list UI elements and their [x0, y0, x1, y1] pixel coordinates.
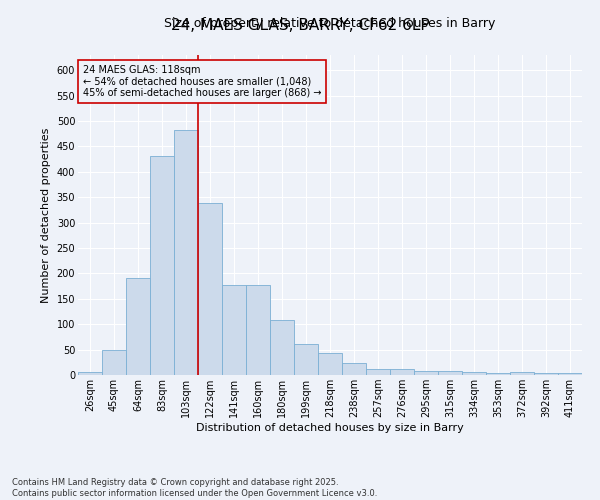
Text: 24, MAES GLAS, BARRY, CF62 6LP: 24, MAES GLAS, BARRY, CF62 6LP — [170, 18, 430, 32]
Bar — [462, 372, 486, 375]
Bar — [102, 350, 126, 375]
Bar — [174, 130, 198, 375]
Bar — [294, 344, 318, 375]
Bar — [534, 374, 558, 375]
Bar — [270, 320, 294, 375]
Bar — [246, 284, 270, 375]
Bar — [126, 278, 150, 375]
X-axis label: Distribution of detached houses by size in Barry: Distribution of detached houses by size … — [196, 423, 464, 433]
Text: Contains HM Land Registry data © Crown copyright and database right 2025.
Contai: Contains HM Land Registry data © Crown c… — [12, 478, 377, 498]
Bar — [510, 372, 534, 375]
Bar — [558, 374, 582, 375]
Bar — [366, 370, 390, 375]
Bar — [78, 372, 102, 375]
Bar — [150, 156, 174, 375]
Bar — [414, 371, 438, 375]
Bar — [318, 352, 342, 375]
Title: Size of property relative to detached houses in Barry: Size of property relative to detached ho… — [164, 17, 496, 30]
Y-axis label: Number of detached properties: Number of detached properties — [41, 128, 51, 302]
Bar — [198, 204, 222, 375]
Bar — [390, 370, 414, 375]
Text: 24 MAES GLAS: 118sqm
← 54% of detached houses are smaller (1,048)
45% of semi-de: 24 MAES GLAS: 118sqm ← 54% of detached h… — [83, 64, 322, 98]
Bar — [486, 373, 510, 375]
Bar — [342, 364, 366, 375]
Bar — [222, 284, 246, 375]
Bar — [438, 371, 462, 375]
